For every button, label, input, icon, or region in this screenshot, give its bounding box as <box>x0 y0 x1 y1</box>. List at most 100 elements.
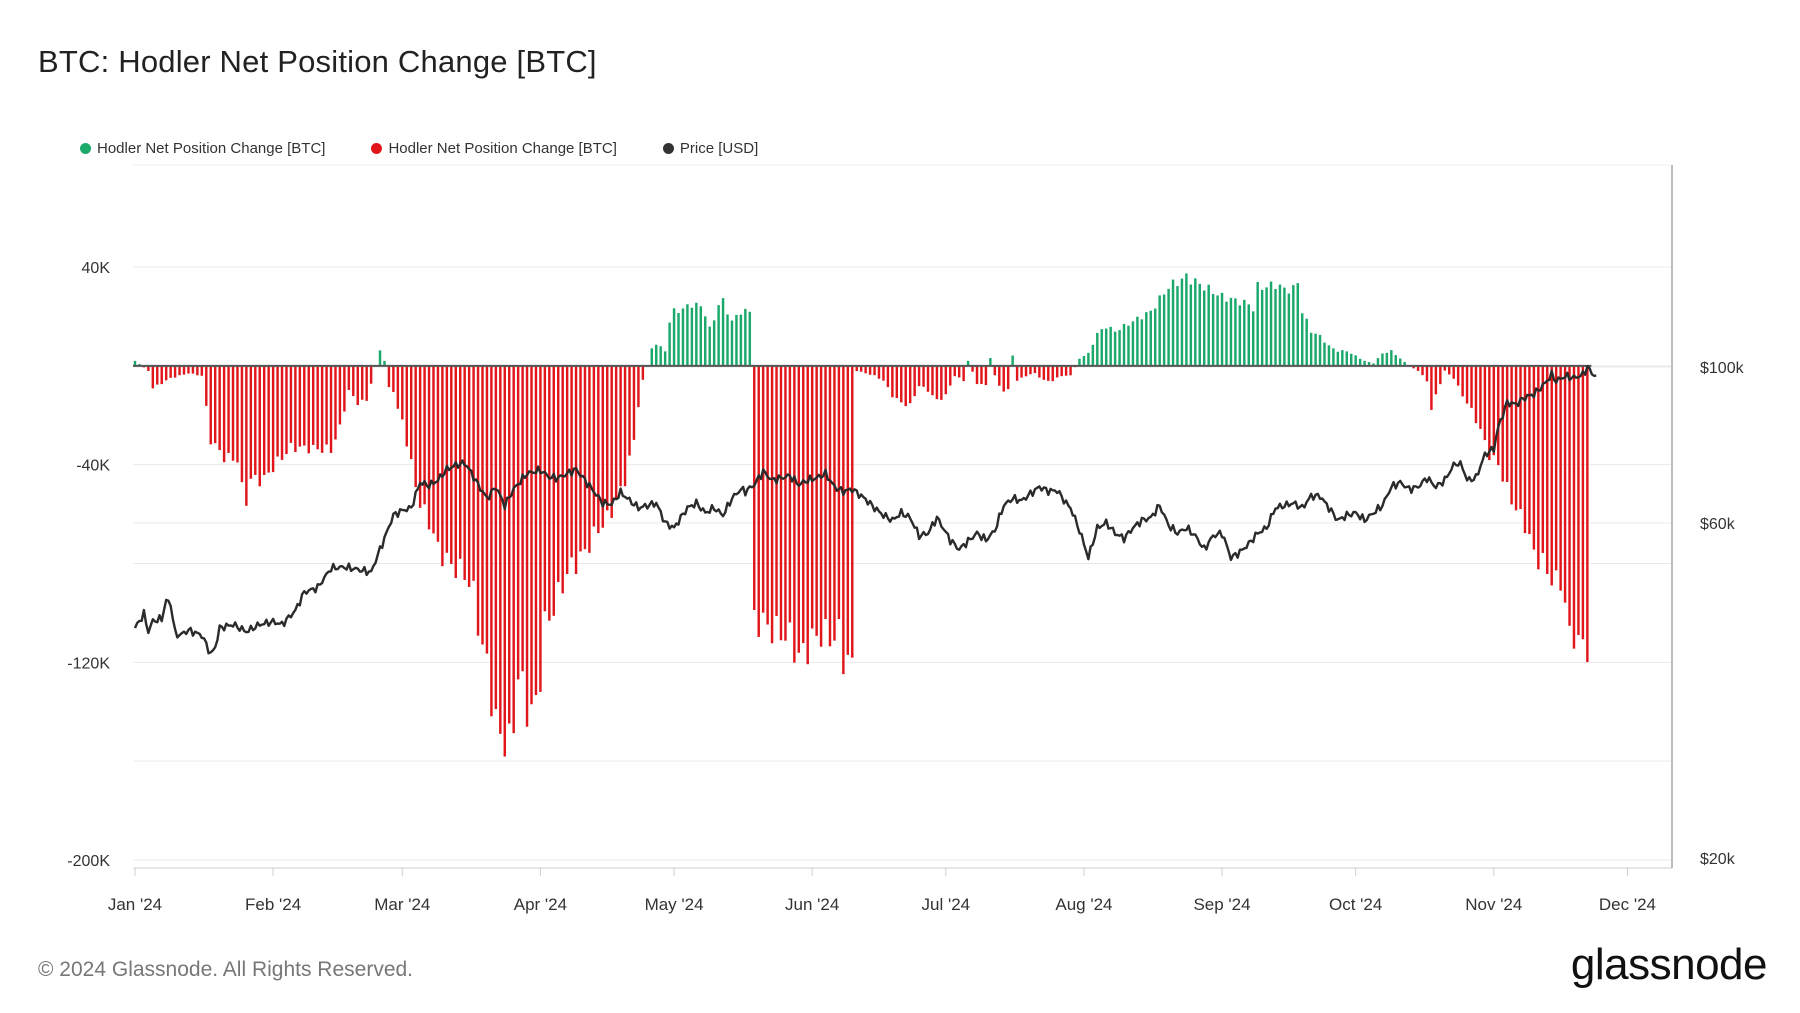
bar-negative <box>623 365 627 487</box>
bar-negative <box>561 365 564 594</box>
bar-negative <box>788 365 792 623</box>
bar-positive <box>1109 326 1112 366</box>
bar-negative <box>191 365 195 374</box>
bar-negative <box>1572 365 1576 649</box>
bar-negative <box>280 365 284 460</box>
bar-negative <box>753 365 756 610</box>
bar-negative <box>454 365 457 578</box>
bar-negative <box>467 365 471 587</box>
bar-negative <box>472 365 475 581</box>
bar-negative <box>432 365 435 534</box>
bar-positive <box>690 307 694 366</box>
legend-item-negative[interactable]: Hodler Net Position Change [BTC] <box>371 140 617 157</box>
bar-negative <box>1416 365 1420 371</box>
bar-positive <box>730 320 734 366</box>
bar-negative <box>1550 365 1553 586</box>
bar-positive <box>704 316 707 366</box>
bar-positive <box>1176 286 1179 366</box>
bar-negative <box>1510 365 1513 505</box>
bar-negative <box>356 365 359 405</box>
legend-label-negative: Hodler Net Position Change [BTC] <box>388 140 617 157</box>
y-left-tick-label: 40K <box>82 260 111 277</box>
bar-negative <box>1029 365 1032 375</box>
bar-negative <box>205 365 208 406</box>
bar-negative <box>957 365 961 378</box>
bar-negative <box>632 365 636 440</box>
bar-negative <box>775 365 778 616</box>
bar-negative <box>516 365 520 680</box>
x-tick-label: Apr '24 <box>514 895 567 914</box>
bar-negative <box>525 365 529 727</box>
legend-item-positive[interactable]: Hodler Net Position Change [BTC] <box>80 140 325 157</box>
bar-positive <box>1131 321 1135 366</box>
bar-negative <box>931 365 934 396</box>
bar-negative <box>806 365 809 665</box>
bar-negative <box>147 365 150 371</box>
bar-positive <box>1252 311 1255 366</box>
bar-negative <box>761 365 765 613</box>
bar-negative <box>757 365 760 637</box>
bar-negative <box>1505 365 1509 482</box>
bar-positive <box>1305 318 1308 366</box>
bar-negative <box>254 365 257 475</box>
bar-positive <box>1113 331 1117 366</box>
bar-negative <box>450 365 453 564</box>
bar-negative <box>543 365 547 612</box>
x-tick-label: Oct '24 <box>1329 895 1382 914</box>
bar-negative <box>512 365 515 734</box>
bar-negative <box>802 365 805 644</box>
bar-negative <box>1465 365 1469 404</box>
bar-positive <box>1211 293 1215 366</box>
bar-positive <box>1296 283 1299 366</box>
bar-negative <box>579 365 582 552</box>
bar-negative <box>1024 365 1028 377</box>
bar-positive <box>1301 313 1304 366</box>
bar-positive <box>744 308 747 366</box>
bar-positive <box>1158 295 1161 366</box>
bar-negative <box>249 365 253 479</box>
bar-negative <box>476 365 480 636</box>
bar-negative <box>949 365 952 386</box>
bar-positive <box>383 360 386 366</box>
bar-negative <box>160 365 163 385</box>
bar-negative <box>1559 365 1562 591</box>
bar-positive <box>1145 312 1148 366</box>
bar-positive <box>1314 333 1317 366</box>
y-left-tick-label: -40K <box>76 458 110 475</box>
bar-positive <box>1185 273 1188 366</box>
bar-negative <box>316 365 319 450</box>
bar-positive <box>686 304 689 366</box>
bar-negative <box>810 365 814 629</box>
bar-negative <box>597 365 600 534</box>
x-tick-label: Feb '24 <box>245 895 301 914</box>
bar-positive <box>1167 288 1170 366</box>
bar-negative <box>917 365 921 387</box>
bar-negative <box>993 365 997 376</box>
bar-positive <box>1091 344 1095 366</box>
bar-positive <box>1202 290 1206 366</box>
bar-positive <box>1078 358 1081 366</box>
bar-negative <box>1581 365 1585 640</box>
bar-positive <box>1350 353 1353 366</box>
bar-negative <box>409 365 413 460</box>
bar-positive <box>1180 278 1184 366</box>
bar-negative <box>338 365 342 425</box>
x-tick-label: Sep '24 <box>1193 895 1250 914</box>
bar-negative <box>267 365 270 473</box>
bar-positive <box>1372 363 1375 366</box>
bar-positive <box>1229 297 1233 366</box>
bar-negative <box>1047 365 1050 381</box>
bar-negative <box>904 365 907 407</box>
legend-item-price[interactable]: Price [USD] <box>662 140 758 157</box>
bar-positive <box>1238 305 1242 366</box>
bar-negative <box>258 365 261 487</box>
bar-positive <box>677 313 680 366</box>
bar-positive <box>1104 328 1108 366</box>
bar-positive <box>1234 298 1237 366</box>
bar-negative <box>895 365 899 399</box>
bar-negative <box>1033 365 1037 374</box>
bar-negative <box>766 365 769 625</box>
bar-negative <box>521 365 524 672</box>
bar-negative <box>262 365 266 475</box>
